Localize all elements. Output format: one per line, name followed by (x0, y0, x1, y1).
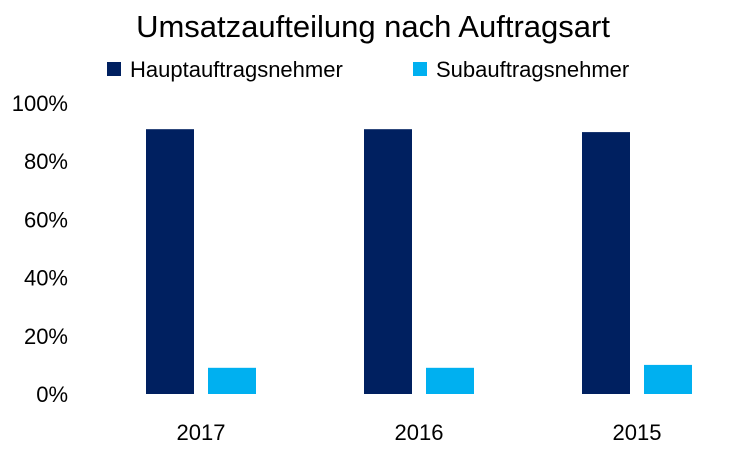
bars (146, 129, 692, 394)
legend-label-subauftragsnehmer: Subauftragsnehmer (436, 57, 629, 82)
legend-item-subauftragsnehmer: Subauftragsnehmer (413, 57, 629, 82)
y-tick-label: 40% (24, 266, 68, 291)
y-tick-label: 80% (24, 149, 68, 174)
legend-item-hauptauftragsnehmer: Hauptauftragsnehmer (107, 57, 343, 82)
y-tick-label: 100% (12, 91, 68, 116)
y-tick-label: 20% (24, 324, 68, 349)
bar-hauptauftragsnehmer-2015 (582, 132, 630, 394)
bar-subauftragsnehmer-2017 (208, 367, 256, 394)
chart-title: Umsatzaufteilung nach Auftragsart (136, 9, 610, 44)
x-tick-label: 2015 (613, 420, 662, 445)
x-tick-label: 2016 (395, 420, 444, 445)
y-tick-label: 60% (24, 207, 68, 232)
legend: Hauptauftragsnehmer Subauftragsnehmer (107, 57, 629, 82)
bar-hauptauftragsnehmer-2016 (364, 129, 412, 394)
legend-label-hauptauftragsnehmer: Hauptauftragsnehmer (130, 57, 343, 82)
bar-subauftragsnehmer-2015 (644, 364, 692, 394)
bar-hauptauftragsnehmer-2017 (146, 129, 194, 394)
y-tick-label: 0% (36, 382, 68, 407)
x-tick-label: 2017 (177, 420, 226, 445)
legend-swatch-hauptauftragsnehmer (107, 62, 121, 76)
legend-swatch-subauftragsnehmer (413, 62, 427, 76)
y-axis-ticks: 0% 20% 40% 60% 80% 100% (12, 91, 68, 407)
bar-subauftragsnehmer-2016 (426, 367, 474, 394)
x-axis-ticks: 2017 2016 2015 (177, 420, 662, 445)
